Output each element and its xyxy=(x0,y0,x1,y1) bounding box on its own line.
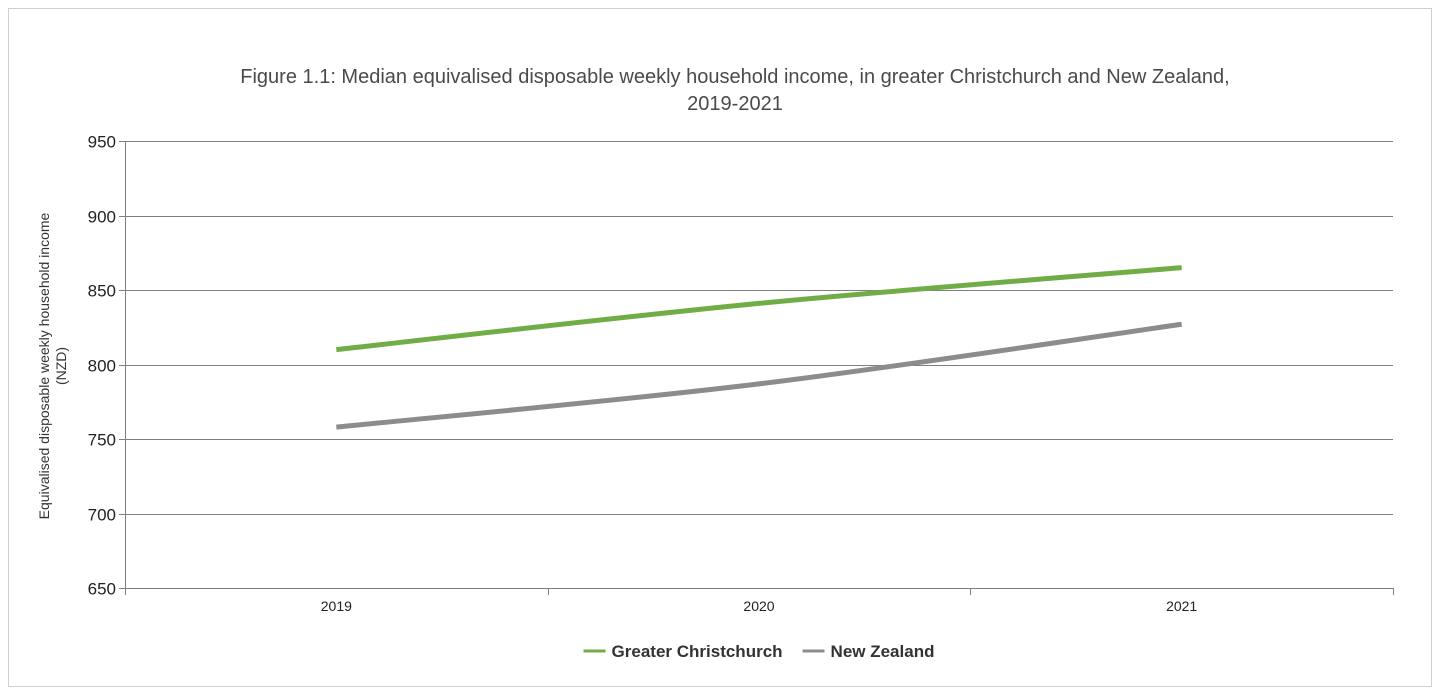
legend-item: Greater Christchurch xyxy=(583,642,783,661)
y-tick-labels: 650 700 750 800 850 900 950 xyxy=(88,133,116,599)
series-lines xyxy=(336,265,1183,430)
gridlines xyxy=(125,141,1393,515)
series-line-new-zealand xyxy=(336,321,1183,430)
x-tick-labels: 2019 2020 2021 xyxy=(321,598,1198,614)
y-axis-label-line-2: (NZD) xyxy=(53,347,69,385)
y-axis-label-line-1: Equivalised disposable weekly household … xyxy=(36,212,52,519)
chart-frame xyxy=(8,8,1432,687)
x-tick-label: 2020 xyxy=(743,598,774,614)
chart-title-line-2: 2019-2021 xyxy=(687,93,783,115)
y-axis-label: Equivalised disposable weekly household … xyxy=(36,212,69,519)
y-tick-label: 750 xyxy=(88,431,116,450)
y-tick-label: 950 xyxy=(88,133,116,152)
series-line-greater-christchurch xyxy=(336,265,1182,353)
y-tick-label: 850 xyxy=(88,282,116,301)
y-tick-label: 900 xyxy=(88,208,116,227)
legend: Greater Christchurch New Zealand xyxy=(583,642,935,661)
x-tick-label: 2021 xyxy=(1166,598,1197,614)
legend-label: Greater Christchurch xyxy=(612,642,783,661)
legend-label: New Zealand xyxy=(831,642,935,661)
y-tick-label: 650 xyxy=(88,580,116,599)
y-tick-label: 800 xyxy=(88,357,116,376)
x-tick-label: 2019 xyxy=(321,598,352,614)
chart-title-line-1: Figure 1.1: Median equivalised disposabl… xyxy=(240,66,1229,88)
axes xyxy=(119,141,1394,595)
y-tick-label: 700 xyxy=(88,506,116,525)
legend-item: New Zealand xyxy=(802,642,935,661)
